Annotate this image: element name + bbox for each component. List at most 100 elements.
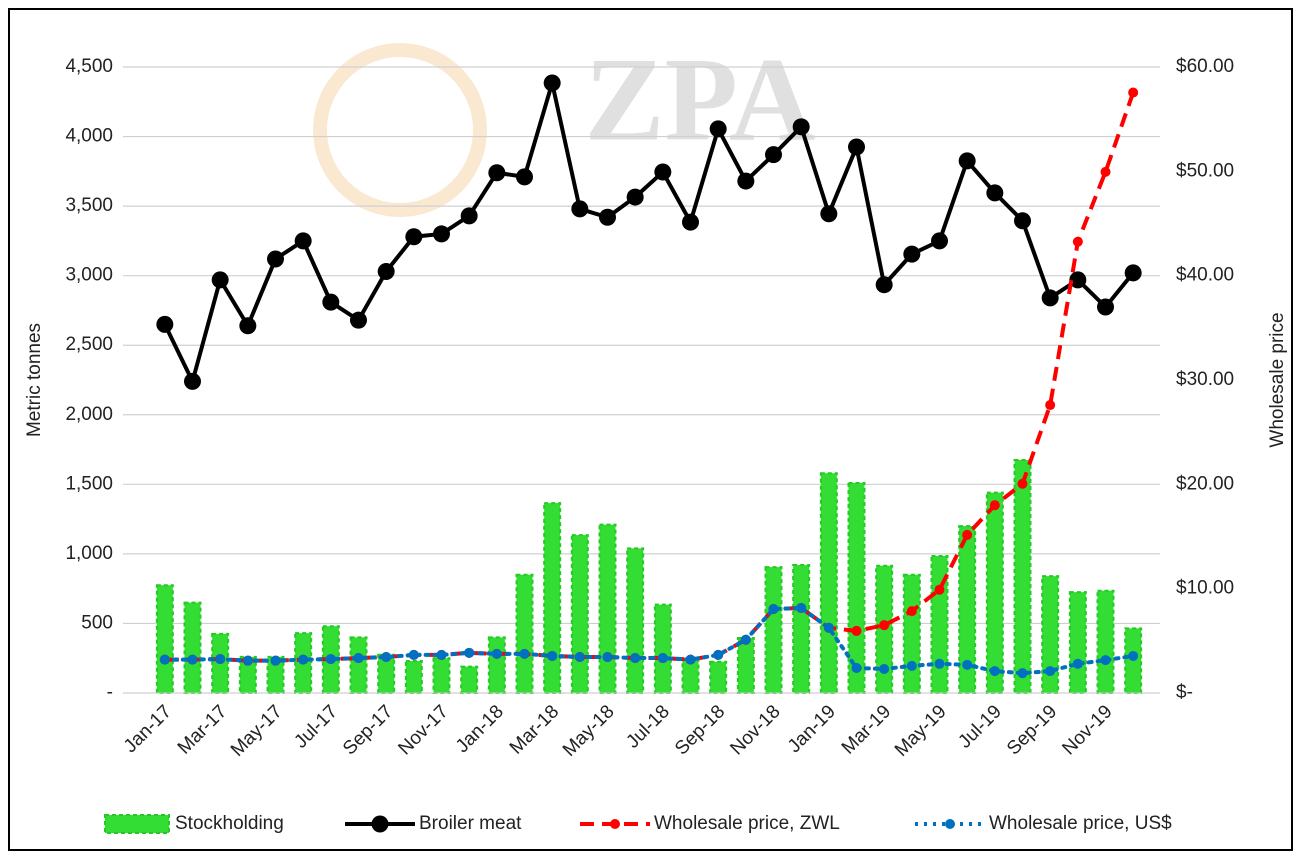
marker bbox=[879, 620, 890, 631]
marker bbox=[1072, 236, 1083, 247]
marker bbox=[851, 662, 862, 673]
bar bbox=[183, 601, 202, 694]
frame bbox=[8, 8, 1293, 851]
legend-marker bbox=[610, 819, 620, 829]
marker bbox=[516, 168, 533, 186]
bar bbox=[543, 502, 562, 695]
marker bbox=[934, 584, 945, 595]
marker bbox=[488, 164, 506, 182]
marker bbox=[156, 315, 174, 333]
marker bbox=[1045, 400, 1056, 411]
marker bbox=[1124, 264, 1142, 282]
y-tick-label: 4,500 bbox=[65, 56, 113, 77]
legend-label: Wholesale price, US$ bbox=[989, 813, 1172, 834]
marker bbox=[626, 188, 644, 206]
marker bbox=[657, 653, 668, 664]
marker bbox=[519, 648, 530, 659]
bar bbox=[902, 573, 921, 694]
marker bbox=[491, 648, 502, 659]
marker bbox=[436, 649, 447, 660]
marker bbox=[184, 372, 201, 390]
marker bbox=[989, 500, 1000, 511]
marker bbox=[823, 622, 834, 633]
marker bbox=[962, 659, 973, 670]
marker bbox=[298, 654, 309, 665]
marker bbox=[654, 163, 672, 181]
marker bbox=[740, 634, 751, 645]
bar bbox=[653, 603, 672, 694]
marker bbox=[709, 120, 727, 138]
marker bbox=[1072, 658, 1083, 669]
marker bbox=[270, 655, 281, 666]
marker bbox=[848, 138, 865, 156]
y2-axis-title: Wholesale price bbox=[1267, 312, 1288, 447]
marker bbox=[875, 276, 893, 294]
bar bbox=[1068, 591, 1087, 695]
watermark: ZPA bbox=[584, 33, 815, 166]
bar bbox=[349, 636, 368, 694]
y2-tick-label: $20.00 bbox=[1176, 473, 1234, 494]
y2-tick-label: $10.00 bbox=[1176, 578, 1234, 599]
marker bbox=[460, 207, 478, 225]
marker bbox=[906, 606, 917, 617]
marker bbox=[1017, 668, 1028, 679]
bar bbox=[570, 534, 589, 694]
legend-label: Wholesale price, ZWL bbox=[654, 813, 840, 834]
marker bbox=[377, 262, 395, 280]
legend-marker bbox=[371, 815, 389, 833]
marker bbox=[958, 152, 976, 170]
bar bbox=[487, 636, 506, 694]
y-tick-label: 1,500 bbox=[65, 473, 113, 494]
marker bbox=[879, 664, 890, 675]
marker bbox=[986, 184, 1004, 202]
marker bbox=[571, 200, 589, 218]
bar bbox=[736, 637, 755, 694]
y2-tick-label: $40.00 bbox=[1176, 265, 1234, 286]
marker bbox=[464, 647, 475, 658]
marker bbox=[215, 654, 226, 665]
marker bbox=[1045, 666, 1056, 677]
marker bbox=[934, 658, 945, 669]
marker bbox=[599, 208, 616, 226]
y2-tick-label: $- bbox=[1176, 682, 1193, 703]
bar bbox=[155, 584, 174, 695]
y-tick-label: 3,500 bbox=[65, 195, 113, 216]
y2-tick-label: $30.00 bbox=[1176, 369, 1234, 390]
marker bbox=[630, 653, 641, 664]
bar bbox=[681, 658, 700, 695]
marker bbox=[325, 654, 336, 665]
marker bbox=[1100, 655, 1111, 666]
bar bbox=[598, 523, 617, 694]
bar bbox=[432, 657, 451, 695]
marker bbox=[1097, 298, 1114, 316]
marker bbox=[713, 649, 724, 660]
marker bbox=[682, 213, 699, 231]
marker bbox=[851, 625, 862, 636]
marker bbox=[433, 225, 450, 243]
marker bbox=[1041, 289, 1059, 307]
legend-swatch bbox=[104, 814, 170, 834]
marker bbox=[685, 654, 696, 665]
bar bbox=[460, 665, 479, 695]
bar bbox=[1096, 589, 1115, 695]
marker bbox=[1014, 212, 1031, 230]
bar bbox=[404, 660, 423, 695]
y-tick-label: 4,000 bbox=[65, 126, 113, 147]
y2-tick-label: $60.00 bbox=[1176, 56, 1234, 77]
legend-marker bbox=[945, 819, 955, 829]
bar bbox=[764, 566, 783, 694]
bar bbox=[515, 573, 534, 694]
legend-label: Stockholding bbox=[175, 813, 284, 834]
marker bbox=[796, 602, 807, 613]
marker bbox=[737, 172, 755, 190]
y-tick-label: 3,000 bbox=[65, 265, 113, 286]
watermark-logo bbox=[313, 43, 487, 217]
marker bbox=[405, 228, 423, 246]
marker bbox=[1069, 271, 1087, 289]
marker bbox=[350, 311, 367, 329]
marker bbox=[353, 653, 364, 664]
marker bbox=[267, 250, 284, 268]
marker bbox=[574, 652, 585, 663]
